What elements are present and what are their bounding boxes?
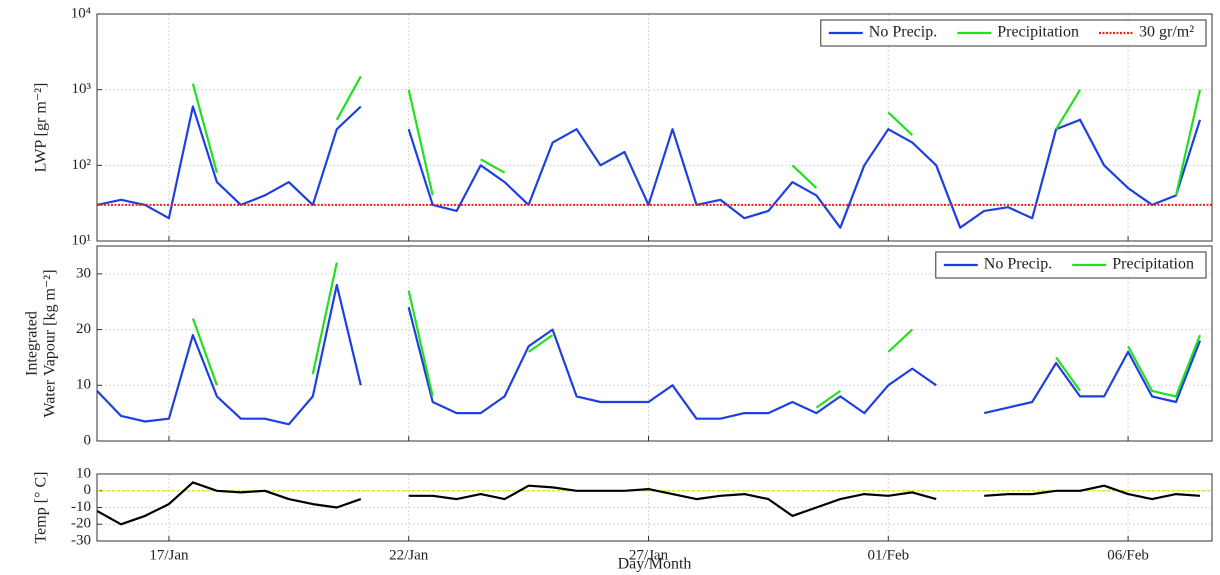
x-tick-label: 27/Jan: [629, 547, 669, 563]
y-axis-label: Water Vapour [kg m⁻²]: [42, 269, 59, 417]
y-tick-label: -10: [71, 499, 91, 515]
legend-label: No Precip.: [984, 256, 1052, 273]
axes-frame: [96, 245, 1213, 442]
y-axis-label: LWP [gr m⁻²]: [33, 83, 50, 173]
y-tick-label: 0: [84, 482, 92, 498]
legend-box: [935, 251, 1207, 279]
legend-label: No Precip.: [869, 24, 937, 41]
x-axis-label: Day/Month: [618, 556, 692, 573]
y-tick-label: 10²: [72, 157, 92, 173]
legend-label: Precipitation: [997, 24, 1079, 41]
axes-frame: [96, 473, 1213, 542]
x-tick-label: 22/Jan: [389, 547, 429, 563]
panel: 10¹ 10² 10³ 10⁴ LWP [gr m⁻²] No Precip. Precip…: [33, 5, 1213, 248]
legend: No Precip. Precipitation 30 gr/m²: [820, 19, 1207, 47]
y-axis-label: Temp [° C]: [33, 472, 50, 544]
y-tick-label: 0: [84, 432, 92, 448]
legend-box: [820, 19, 1207, 47]
axes-frame: [96, 13, 1213, 242]
series-line: [96, 481, 1201, 526]
x-tick-label: 17/Jan: [149, 547, 189, 563]
y-tick-label: 10³: [72, 81, 92, 97]
y-axis-label: Integrated: [24, 311, 41, 376]
panel: 17/Jan 22/Jan 27/Jan 01/Feb 06/Feb -30-20-100…: [33, 465, 1213, 573]
series-line: [191, 75, 1202, 196]
series-line: [191, 262, 1202, 409]
y-tick-label: 10: [76, 465, 91, 481]
legend: No Precip. Precipitation: [935, 251, 1207, 279]
y-tick-label: 10¹: [72, 232, 92, 248]
series-line: [96, 283, 1202, 426]
x-tick-label: 06/Feb: [1107, 547, 1149, 563]
panel: 0 10 20 30 Integrated Water Vapour [kg m⁻²] No…: [24, 245, 1213, 448]
y-tick-label: 20: [76, 321, 91, 337]
y-tick-label: -20: [71, 516, 91, 532]
y-tick-label: 10: [76, 377, 91, 393]
legend-label: 30 gr/m²: [1139, 24, 1194, 41]
y-tick-label: -30: [71, 532, 91, 548]
y-tick-label: 30: [76, 265, 91, 281]
legend-label: Precipitation: [1112, 256, 1194, 273]
x-tick-label: 01/Feb: [867, 547, 909, 563]
plot-area: [97, 14, 1212, 241]
y-tick-label: 10⁴: [71, 5, 91, 21]
